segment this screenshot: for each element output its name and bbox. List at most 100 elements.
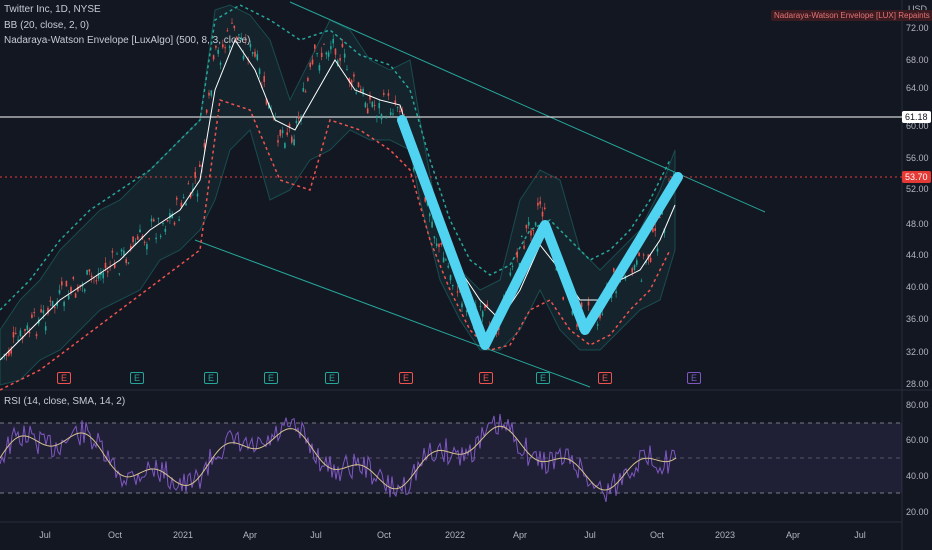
candle-body <box>376 115 378 119</box>
candle-body <box>95 280 98 282</box>
earnings-event-marker[interactable]: E <box>130 372 145 384</box>
price-tick-label: 64.00 <box>906 83 929 93</box>
envelope-upper <box>0 4 671 311</box>
candle-body <box>24 329 26 331</box>
candle-body <box>539 201 541 205</box>
candle-body <box>509 272 512 276</box>
candle-body <box>47 307 49 314</box>
candle-body <box>527 221 530 226</box>
time-tick-label: Jul <box>584 530 596 540</box>
candle-body <box>555 267 558 271</box>
candle-body <box>362 88 364 95</box>
candle-body <box>178 219 180 221</box>
candle-body <box>353 74 355 77</box>
candle-body <box>226 30 229 32</box>
candle-body <box>293 139 295 146</box>
candle-body <box>479 306 482 308</box>
candle-body <box>274 116 277 118</box>
candle-body <box>302 88 305 92</box>
candle-body <box>656 248 659 252</box>
candle-body <box>511 266 514 268</box>
candle-body <box>442 257 445 263</box>
candle-body <box>10 349 12 354</box>
candle-body <box>189 192 192 198</box>
candle-body <box>130 245 132 249</box>
candle-body <box>104 262 107 268</box>
candle-body <box>445 259 447 261</box>
candle-body <box>77 286 79 292</box>
earnings-event-marker[interactable]: E <box>536 372 551 384</box>
earnings-event-marker[interactable]: E <box>57 372 72 384</box>
candle-body <box>279 129 282 136</box>
candle-body <box>316 53 318 55</box>
candle-body <box>153 219 155 222</box>
candle-body <box>67 295 70 300</box>
candle-body <box>638 252 640 257</box>
candle-body <box>272 117 275 119</box>
candle-body <box>541 211 544 217</box>
candle-body <box>150 218 153 222</box>
candle-body <box>534 222 537 226</box>
candle-body <box>90 275 93 278</box>
candle-body <box>254 51 256 57</box>
candle-body <box>35 334 38 337</box>
candle-body <box>325 52 328 55</box>
last-price-label: 53.70 <box>902 171 931 183</box>
bb-legend: BB (20, close, 2, 0) <box>4 20 90 31</box>
candle-body <box>615 291 617 294</box>
time-tick-label: Oct <box>377 530 392 540</box>
price-tick-label: 36.00 <box>906 314 929 324</box>
candle-body <box>323 43 325 45</box>
candle-body <box>631 268 633 273</box>
earnings-event-marker[interactable]: E <box>687 372 702 384</box>
candle-body <box>199 164 201 167</box>
candle-body <box>205 109 208 113</box>
candle-body <box>387 93 390 96</box>
candle-body <box>320 52 323 58</box>
candle-body <box>341 43 344 48</box>
candle-body <box>56 301 58 307</box>
candle-body <box>649 257 652 262</box>
candle-body <box>645 260 647 263</box>
earnings-event-marker[interactable]: E <box>204 372 219 384</box>
candle-body <box>162 222 164 224</box>
candle-body <box>210 90 213 96</box>
w-pattern-drawing <box>397 115 683 350</box>
candle-body <box>113 263 116 268</box>
candle-body <box>26 325 29 330</box>
candle-body <box>65 280 68 287</box>
candle-body <box>208 92 210 96</box>
candle-body <box>525 224 528 229</box>
candle-body <box>42 310 45 314</box>
candle-body <box>431 221 433 228</box>
earnings-event-marker[interactable]: E <box>325 372 340 384</box>
candle-body <box>596 324 599 326</box>
candle-body <box>125 259 127 264</box>
candle-body <box>348 78 351 83</box>
candle-body <box>481 311 484 317</box>
candle-body <box>240 37 242 40</box>
candle-body <box>330 46 332 50</box>
candle-body <box>429 213 431 217</box>
candle-body <box>84 289 86 292</box>
candle-body <box>28 332 31 334</box>
candle-body <box>465 310 468 312</box>
candle-body <box>295 120 298 124</box>
price-tick-label: 44.00 <box>906 250 929 260</box>
candle-body <box>79 284 81 286</box>
candle-body <box>235 36 238 39</box>
earnings-event-marker[interactable]: E <box>598 372 613 384</box>
earnings-event-marker[interactable]: E <box>479 372 494 384</box>
candle-body <box>12 332 15 338</box>
earnings-event-marker[interactable]: E <box>399 372 414 384</box>
candle-body <box>435 243 438 247</box>
earnings-event-marker[interactable]: E <box>264 372 279 384</box>
candle-body <box>587 301 590 306</box>
candle-body <box>380 114 383 120</box>
candle-body <box>357 82 360 88</box>
candle-body <box>3 354 6 356</box>
candle-body <box>281 130 284 134</box>
candle-body <box>231 22 233 24</box>
candle-body <box>334 48 337 55</box>
